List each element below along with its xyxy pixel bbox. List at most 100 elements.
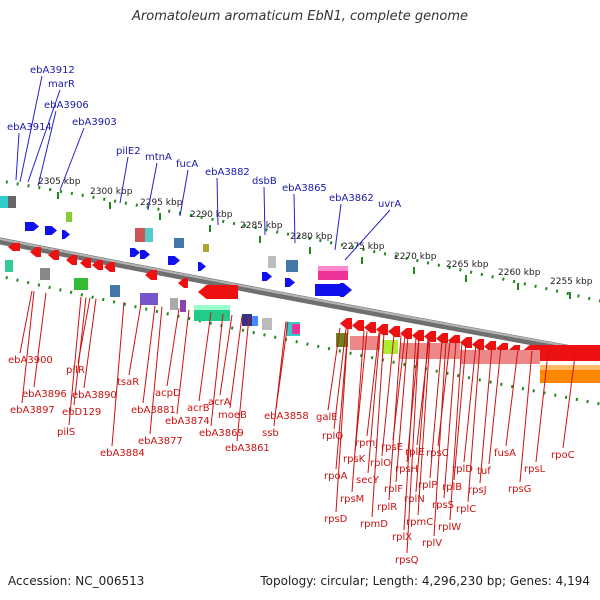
gene-label-reverse[interactable]: rplW <box>438 522 461 533</box>
gene-label-reverse[interactable]: ebA3877 <box>138 436 183 447</box>
gene-label-reverse[interactable]: rpoC <box>551 450 575 461</box>
gene-label-forward[interactable]: ebA3865 <box>282 183 327 194</box>
gene-label-forward[interactable]: ebA3912 <box>30 65 75 76</box>
gene-arrow[interactable] <box>412 330 424 341</box>
gene-arrow[interactable] <box>8 243 20 251</box>
gene-label-reverse[interactable]: ebA3858 <box>264 411 309 422</box>
gene-block[interactable] <box>350 336 380 350</box>
gene-arrow[interactable] <box>388 326 400 337</box>
gene-block[interactable] <box>174 238 184 248</box>
gene-arrow[interactable] <box>352 320 364 331</box>
gene-block[interactable] <box>242 314 252 326</box>
gene-arrow[interactable] <box>168 256 180 265</box>
gene-label-reverse[interactable]: acpD <box>155 388 181 399</box>
gene-arrow[interactable] <box>340 318 352 329</box>
gene-label-reverse[interactable]: ebA3881 <box>131 405 176 416</box>
gene-arrow[interactable] <box>460 337 472 348</box>
gene-label-reverse[interactable]: rpsQ <box>395 555 419 566</box>
gene-label-reverse[interactable]: pilR <box>66 365 85 376</box>
gene-arrow[interactable] <box>178 278 188 288</box>
gene-label-reverse[interactable]: rpoA <box>324 471 348 482</box>
gene-block[interactable] <box>66 212 72 222</box>
gene-block[interactable] <box>180 300 186 312</box>
gene-block[interactable] <box>110 285 120 297</box>
gene-label-reverse[interactable]: rpsD <box>324 514 348 525</box>
gene-label-reverse[interactable]: ebA3897 <box>10 405 55 416</box>
gene-label-reverse[interactable]: rplX <box>392 532 412 543</box>
gene-label-reverse[interactable]: rpsH <box>395 464 418 475</box>
gene-label-reverse[interactable]: rplE <box>405 447 425 458</box>
gene-arrow[interactable] <box>66 255 77 265</box>
gene-label-reverse[interactable]: rplQ <box>322 431 343 442</box>
gene-block[interactable] <box>286 260 298 272</box>
gene-block[interactable] <box>318 266 348 271</box>
gene-label-reverse[interactable]: galE <box>316 412 338 423</box>
gene-label-forward[interactable]: ebA3914 <box>7 122 52 133</box>
gene-block[interactable] <box>252 316 258 326</box>
gene-label-reverse[interactable]: ebD129 <box>62 407 101 418</box>
gene-label-reverse[interactable]: rplD <box>452 464 473 475</box>
gene-arrow[interactable] <box>140 250 150 259</box>
gene-arrow[interactable] <box>376 324 388 335</box>
gene-block[interactable] <box>140 293 158 305</box>
gene-arrow[interactable] <box>198 285 238 299</box>
gene-label-forward[interactable]: uvrA <box>378 199 401 210</box>
gene-label-reverse[interactable]: ssb <box>262 428 279 439</box>
gene-arrow[interactable] <box>262 272 272 281</box>
gene-arrow[interactable] <box>92 260 103 270</box>
gene-label-reverse[interactable]: rplO <box>370 458 391 469</box>
gene-arrow[interactable] <box>364 322 376 333</box>
gene-label-forward[interactable]: marR <box>48 79 75 90</box>
gene-arrow[interactable] <box>484 341 496 352</box>
gene-label-reverse[interactable]: rplV <box>422 538 442 549</box>
gene-block[interactable] <box>40 268 50 280</box>
gene-arrow[interactable] <box>424 331 436 342</box>
gene-label-forward[interactable]: dsbB <box>252 176 277 187</box>
gene-arrow[interactable] <box>62 230 70 239</box>
gene-block[interactable] <box>5 260 13 272</box>
gene-arrow[interactable] <box>145 270 157 280</box>
gene-arrow[interactable] <box>472 339 484 350</box>
gene-label-reverse[interactable]: rplP <box>418 480 437 491</box>
gene-label-reverse[interactable]: rpmC <box>406 517 433 528</box>
gene-label-reverse[interactable]: ebA3890 <box>72 390 117 401</box>
gene-arrow[interactable] <box>130 248 140 257</box>
gene-label-reverse[interactable]: rplN <box>404 494 425 505</box>
gene-block[interactable] <box>292 324 300 334</box>
gene-label-reverse[interactable]: rplF <box>384 484 403 495</box>
gene-label-reverse[interactable]: rpsL <box>524 464 546 475</box>
gene-label-reverse[interactable]: rpsC <box>426 448 449 459</box>
gene-label-forward[interactable]: ebA3862 <box>329 193 374 204</box>
gene-arrow[interactable] <box>48 250 59 260</box>
gene-block[interactable] <box>194 305 230 310</box>
gene-label-reverse[interactable]: rplB <box>442 482 462 493</box>
gene-label-reverse[interactable]: ebA3869 <box>199 428 244 439</box>
gene-arrow[interactable] <box>30 247 41 257</box>
gene-label-reverse[interactable]: fusA <box>494 448 516 459</box>
gene-label-forward[interactable]: ebA3882 <box>205 167 250 178</box>
gene-block[interactable] <box>262 318 272 330</box>
gene-label-reverse[interactable]: ebA3874 <box>165 416 210 427</box>
gene-label-reverse[interactable]: secY <box>356 475 380 486</box>
gene-label-reverse[interactable]: rpmD <box>360 519 388 530</box>
gene-arrow[interactable] <box>340 283 352 297</box>
gene-label-forward[interactable]: ebA3903 <box>72 117 117 128</box>
gene-label-reverse[interactable]: rpsJ <box>468 485 487 496</box>
gene-label-reverse[interactable]: ebA3861 <box>225 443 270 454</box>
gene-arrow[interactable] <box>25 222 39 231</box>
gene-label-forward[interactable]: pilE2 <box>116 146 141 157</box>
gene-block[interactable] <box>74 278 88 290</box>
gene-arrow[interactable] <box>45 226 57 235</box>
gene-arrow[interactable] <box>104 262 115 272</box>
gene-block[interactable] <box>382 340 398 354</box>
gene-label-reverse[interactable]: tuf <box>477 466 491 477</box>
gene-label-forward[interactable]: mtnA <box>145 152 172 163</box>
gene-label-reverse[interactable]: rpsE <box>381 442 403 453</box>
gene-block[interactable] <box>203 244 209 252</box>
gene-label-reverse[interactable]: rpsK <box>343 454 366 465</box>
gene-block[interactable] <box>8 196 16 208</box>
gene-arrow[interactable] <box>198 262 206 271</box>
gene-label-reverse[interactable]: rplR <box>377 502 397 513</box>
gene-arrow[interactable] <box>436 333 448 344</box>
